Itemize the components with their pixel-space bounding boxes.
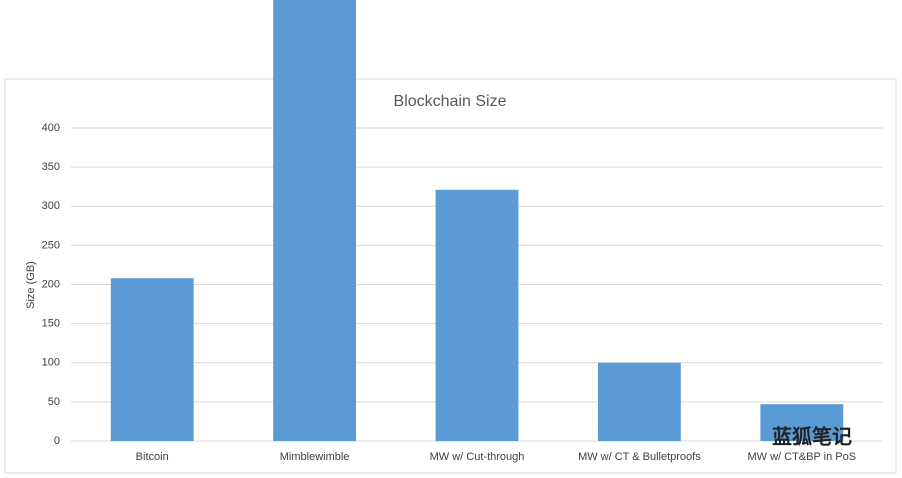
bar — [273, 0, 357, 441]
chart-title: Blockchain Size — [394, 93, 507, 110]
y-tick-label: 50 — [48, 396, 60, 408]
x-tick-label: Bitcoin — [136, 451, 169, 463]
x-tick-label: MW w/ CT&BP in PoS — [747, 451, 856, 463]
y-axis-label: Size (GB) — [25, 261, 37, 309]
bars — [110, 0, 844, 441]
y-tick-label: 100 — [42, 357, 60, 369]
y-tick-label: 400 — [42, 122, 60, 134]
x-tick-label: Mimblewimble — [280, 451, 350, 463]
bar — [597, 362, 681, 441]
bar — [435, 189, 519, 441]
y-tick-label: 0 — [54, 435, 60, 447]
y-tick-label: 350 — [42, 161, 60, 173]
y-tick-label: 250 — [42, 239, 60, 251]
x-tick-label: MW w/ Cut-through — [430, 451, 525, 463]
bar — [110, 278, 194, 441]
x-tick-label: MW w/ CT & Bulletproofs — [578, 451, 701, 463]
y-tick-label: 300 — [42, 200, 60, 212]
watermark: 蓝狐笔记 — [772, 424, 852, 448]
y-tick-label: 150 — [42, 318, 60, 330]
y-tick-label: 200 — [42, 278, 60, 290]
bar — [760, 404, 844, 441]
